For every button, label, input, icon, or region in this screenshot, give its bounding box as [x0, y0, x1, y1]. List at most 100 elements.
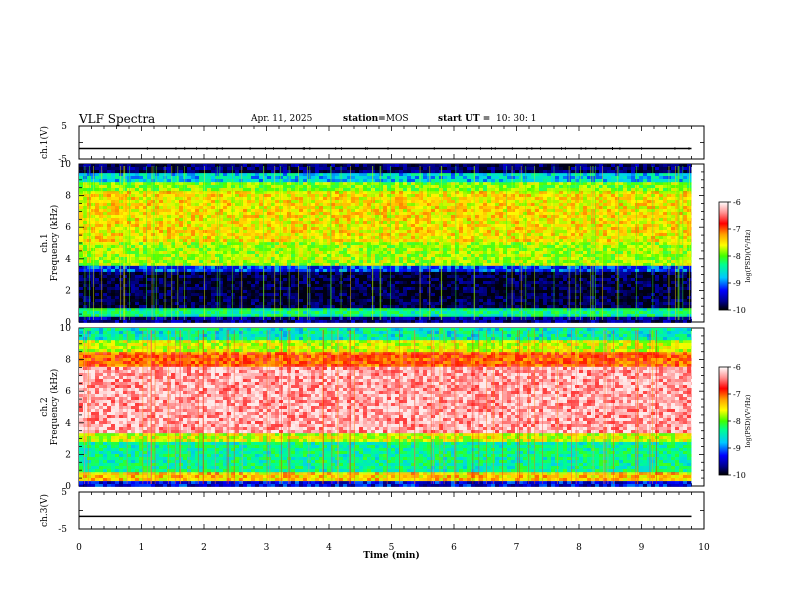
- spectral-cell: [383, 227, 387, 230]
- spectral-cell: [687, 242, 691, 245]
- spectral-cell: [403, 218, 407, 221]
- spectral-cell: [451, 212, 455, 215]
- spectral-cell: [247, 227, 251, 230]
- spectral-cell: [663, 221, 667, 224]
- spectral-cell: [247, 191, 251, 194]
- spectral-cell: [619, 236, 623, 239]
- spectral-cell: [135, 197, 139, 200]
- spectral-cell: [583, 215, 587, 218]
- spectral-cell: [363, 170, 367, 173]
- spectral-cell: [375, 209, 379, 212]
- spectral-cell: [115, 218, 119, 221]
- spectral-cell: [503, 185, 507, 188]
- spectral-cell: [187, 167, 191, 170]
- spectral-cell: [471, 224, 475, 227]
- spectral-cell: [611, 185, 615, 188]
- spectral-cell: [423, 212, 427, 215]
- spectral-cell: [319, 224, 323, 227]
- spectral-cell: [243, 239, 247, 242]
- spectral-cell: [203, 212, 207, 215]
- spectral-cell: [255, 200, 259, 203]
- spectral-cell: [435, 215, 439, 218]
- spectral-cell: [443, 164, 447, 167]
- spectral-cell: [455, 227, 459, 230]
- y-tick-label: 5: [61, 122, 67, 132]
- spectral-cell: [399, 236, 403, 239]
- spectral-cell: [343, 194, 347, 197]
- spectral-cell: [687, 239, 691, 242]
- spectral-cell: [643, 224, 647, 227]
- spectral-cell: [159, 203, 163, 206]
- spectral-cell: [507, 203, 511, 206]
- spectral-cell: [331, 200, 335, 203]
- spectral-cell: [275, 227, 279, 230]
- spectral-cell: [587, 236, 591, 239]
- spectral-cell: [635, 236, 639, 239]
- spectral-cell: [87, 215, 91, 218]
- spectral-cell: [191, 176, 195, 179]
- spectral-cell: [127, 170, 131, 173]
- spectral-cell: [483, 212, 487, 215]
- spectral-cell: [683, 215, 687, 218]
- spectral-cell: [491, 197, 495, 200]
- spectral-cell: [143, 218, 147, 221]
- spectral-cell: [211, 203, 215, 206]
- spectral-cell: [683, 179, 687, 182]
- spectral-cell: [279, 170, 283, 173]
- spectral-cell: [491, 179, 495, 182]
- spectral-cell: [159, 188, 163, 191]
- spectral-cell: [451, 215, 455, 218]
- spectral-cell: [579, 230, 583, 233]
- spectral-cell: [203, 224, 207, 227]
- spectral-cell: [467, 188, 471, 191]
- spectral-cell: [543, 230, 547, 233]
- spectral-cell: [295, 200, 299, 203]
- spectral-cell: [607, 203, 611, 206]
- spectral-cell: [683, 197, 687, 200]
- spectral-cell: [227, 218, 231, 221]
- spectral-cell: [595, 218, 599, 221]
- spectral-cell: [263, 245, 267, 248]
- spectral-cell: [227, 248, 231, 251]
- spectral-cell: [639, 176, 643, 179]
- spectral-cell: [643, 215, 647, 218]
- spectral-cell: [171, 209, 175, 212]
- spectral-cell: [411, 194, 415, 197]
- spectral-cell: [479, 164, 483, 167]
- spectral-cell: [531, 227, 535, 230]
- spectral-cell: [435, 218, 439, 221]
- spectral-cell: [547, 218, 551, 221]
- spectral-cell: [259, 191, 263, 194]
- spectral-cell: [175, 176, 179, 179]
- spectral-cell: [271, 179, 275, 182]
- spectral-cell: [607, 167, 611, 170]
- spectral-cell: [419, 173, 423, 176]
- spectral-cell: [139, 209, 143, 212]
- spectral-cell: [467, 203, 471, 206]
- spectral-cell: [107, 212, 111, 215]
- spectral-cell: [427, 209, 431, 212]
- spectral-cell: [655, 245, 659, 248]
- spectral-cell: [655, 173, 659, 176]
- spectral-cell: [635, 218, 639, 221]
- spectral-cell: [495, 248, 499, 251]
- spectral-cell: [607, 191, 611, 194]
- spectral-cell: [263, 236, 267, 239]
- spectral-cell: [239, 203, 243, 206]
- spectral-cell: [499, 167, 503, 170]
- spectral-cell: [555, 200, 559, 203]
- spectral-cell: [315, 188, 319, 191]
- spectral-cell: [487, 203, 491, 206]
- spectral-cell: [147, 236, 151, 239]
- spectral-cell: [143, 194, 147, 197]
- spectral-cell: [599, 191, 603, 194]
- spectral-cell: [227, 185, 231, 188]
- spectral-cell: [499, 194, 503, 197]
- spectral-cell: [639, 173, 643, 176]
- spectral-cell: [335, 251, 339, 254]
- spectral-cell: [411, 188, 415, 191]
- spectral-cell: [383, 221, 387, 224]
- spectral-cell: [395, 209, 399, 212]
- spectral-cell: [199, 239, 203, 242]
- spectral-cell: [435, 233, 439, 236]
